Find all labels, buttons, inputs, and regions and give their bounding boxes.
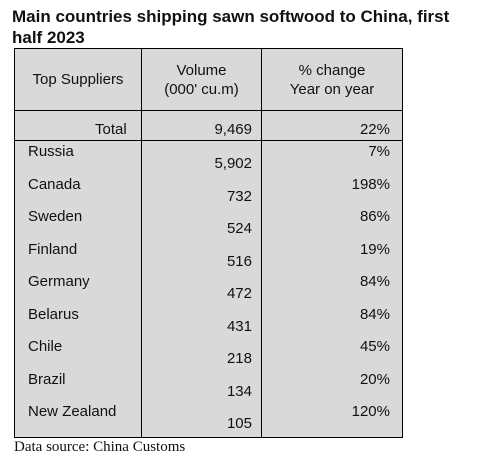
change-chile: 45%: [359, 338, 390, 355]
country-germany: Germany: [28, 273, 90, 290]
change-finland: 19%: [359, 240, 390, 258]
header-change-line2: Year on year: [289, 80, 375, 98]
chart-title: Main countries shipping sawn softwood to…: [12, 7, 450, 47]
change-belarus: 84%: [359, 305, 390, 323]
volume-brazil: 134: [226, 382, 252, 400]
total-change: 22%: [359, 121, 390, 138]
volume-sweden: 524: [226, 220, 252, 237]
total-divider: [15, 140, 402, 141]
volume-germany: 472: [226, 285, 252, 302]
change-canada: 198%: [351, 175, 390, 193]
volume-new-zealand: 105: [226, 415, 252, 432]
volume-chile: 218: [226, 350, 252, 367]
header-change: % change Year on year: [262, 49, 402, 110]
change-russia: 7%: [368, 143, 390, 160]
header-change-line1: % change: [298, 61, 366, 79]
header-divider: [15, 110, 402, 111]
country-finland: Finland: [28, 240, 78, 258]
volume-russia: 5,902: [214, 155, 252, 172]
supplier-table: Top Suppliers Volume (000' cu.m) % chang…: [14, 48, 403, 438]
column-divider-1: [141, 49, 142, 437]
volume-canada: 732: [226, 187, 252, 205]
header-volume-line1: Volume: [176, 61, 227, 79]
change-germany: 84%: [359, 273, 390, 290]
change-brazil: 20%: [359, 370, 390, 388]
column-divider-2: [261, 49, 262, 437]
country-brazil: Brazil: [28, 370, 66, 388]
country-russia: Russia: [28, 143, 74, 160]
change-sweden: 86%: [359, 208, 390, 225]
country-sweden: Sweden: [28, 208, 83, 225]
country-chile: Chile: [28, 338, 63, 355]
country-belarus: Belarus: [28, 305, 79, 323]
header-top-suppliers: Top Suppliers: [15, 49, 141, 110]
header-volume: Volume (000' cu.m): [142, 49, 261, 110]
header-volume-line2: (000' cu.m): [164, 80, 239, 98]
country-canada: Canada: [28, 175, 81, 193]
volume-belarus: 431: [226, 317, 252, 335]
data-source: Data source: China Customs: [14, 439, 186, 455]
change-new-zealand: 120%: [351, 403, 390, 420]
country-new-zealand: New Zealand: [28, 403, 117, 420]
volume-finland: 516: [226, 252, 252, 270]
total-volume: 9,469: [214, 121, 252, 138]
total-label: Total: [95, 121, 127, 138]
header-top-suppliers-text: Top Suppliers: [32, 71, 124, 88]
